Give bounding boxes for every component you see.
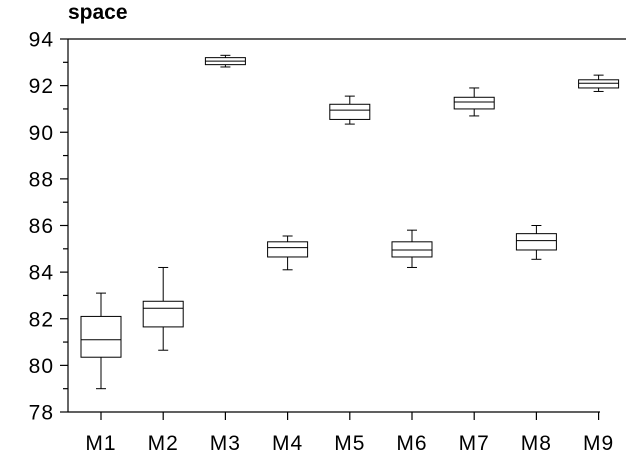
box-group-m6 (391, 229, 433, 268)
y-tick-label: 84 (29, 262, 54, 285)
iqr-box (329, 103, 371, 120)
x-tick-label: M1 (85, 432, 116, 455)
iqr-box (391, 241, 433, 258)
box-group-m9 (578, 74, 620, 92)
iqr-box (453, 96, 495, 110)
y-tick-label: 90 (29, 122, 54, 145)
box-group-m1 (80, 292, 122, 390)
y-tick-label: 94 (29, 29, 54, 52)
box-group-m3 (204, 54, 246, 68)
y-tick-label: 88 (29, 168, 54, 191)
boxes (80, 54, 620, 390)
y-tick-label: 78 (29, 402, 54, 425)
chart-title: space (68, 1, 128, 24)
x-tick-label: M9 (583, 432, 614, 455)
box-group-m7 (453, 87, 495, 117)
x-tick-label: M3 (210, 432, 241, 455)
x-tick-label: M4 (272, 432, 303, 455)
iqr-box (515, 233, 557, 251)
x-tick-label: M6 (396, 432, 427, 455)
box-group-m8 (515, 225, 557, 260)
axes (67, 38, 626, 413)
iqr-box (142, 300, 184, 328)
iqr-box (267, 241, 309, 258)
iqr-box (80, 315, 122, 358)
y-tick-label: 82 (29, 308, 54, 331)
box-group-m4 (267, 235, 309, 271)
x-tick-label: M7 (459, 432, 490, 455)
x-ticks: M1 M2 M3 M4 M5 M6 M7 M8 M9 (85, 412, 614, 455)
y-tick-label: 80 (29, 355, 54, 378)
box-group-m2 (142, 266, 184, 351)
x-tick-label: M8 (521, 432, 552, 455)
x-tick-label: M2 (148, 432, 179, 455)
y-tick-label: 92 (29, 75, 54, 98)
box-group-m5 (329, 95, 371, 125)
y-ticks: 78 80 82 84 86 88 90 92 94 (29, 29, 68, 425)
iqr-box (578, 79, 620, 89)
y-tick-label: 86 (29, 215, 54, 238)
x-tick-label: M5 (334, 432, 365, 455)
